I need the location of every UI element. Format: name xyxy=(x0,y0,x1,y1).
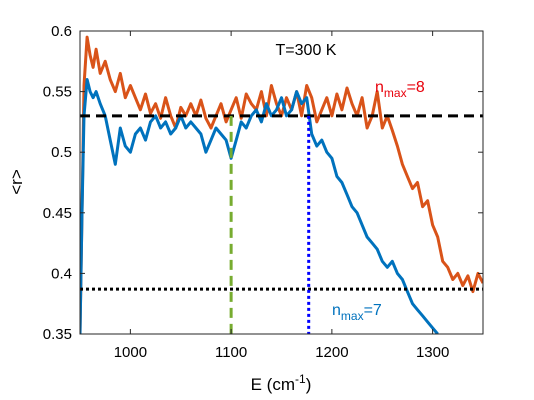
x-axis-title-end: ) xyxy=(306,375,312,394)
title-annotation: T=300 K xyxy=(276,42,337,59)
y-axis-title: <r> xyxy=(7,169,26,195)
legend-series-7-base: n xyxy=(332,302,341,319)
legend-series-7-sub: max xyxy=(341,309,364,323)
legend-series-7: nmax=7 xyxy=(332,302,382,323)
y-tick-label-0: 0.35 xyxy=(43,326,72,343)
legend-series-8-base: n xyxy=(375,79,384,96)
series-layer xyxy=(80,35,483,334)
x-tick-label-2: 1200 xyxy=(315,344,348,361)
x-tick-label-3: 1300 xyxy=(416,344,449,361)
plot-frame xyxy=(79,30,484,335)
y-tick-label-5: 0.6 xyxy=(51,23,72,40)
reference-lines xyxy=(80,114,483,334)
y-tick-label-2: 0.45 xyxy=(43,205,72,222)
x-tick-label-0: 1000 xyxy=(114,344,147,361)
legend-series-8: nmax=8 xyxy=(375,79,425,100)
x-axis-title: E (cm-1) xyxy=(251,372,312,394)
legend-series-8-value: =8 xyxy=(407,79,425,96)
series-line-0 xyxy=(80,35,483,334)
x-tick-label-1: 1100 xyxy=(215,344,247,361)
y-tick-label-1: 0.4 xyxy=(51,265,72,282)
axis-ticks: 1000 1100 1200 1300 0.35 0.4 0.45 0.5 0.55 0.6 xyxy=(43,23,483,361)
x-axis-title-main: E (cm xyxy=(251,375,295,394)
legend-series-8-sub: max xyxy=(384,86,407,100)
y-tick-label-4: 0.55 xyxy=(43,84,72,101)
y-tick-label-3: 0.5 xyxy=(51,144,72,161)
x-axis-title-sup: -1 xyxy=(295,372,306,386)
legend-series-7-value: =7 xyxy=(364,302,382,319)
series-line-1 xyxy=(80,78,439,334)
